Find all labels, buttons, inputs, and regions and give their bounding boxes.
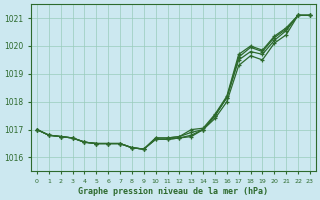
- X-axis label: Graphe pression niveau de la mer (hPa): Graphe pression niveau de la mer (hPa): [78, 187, 268, 196]
